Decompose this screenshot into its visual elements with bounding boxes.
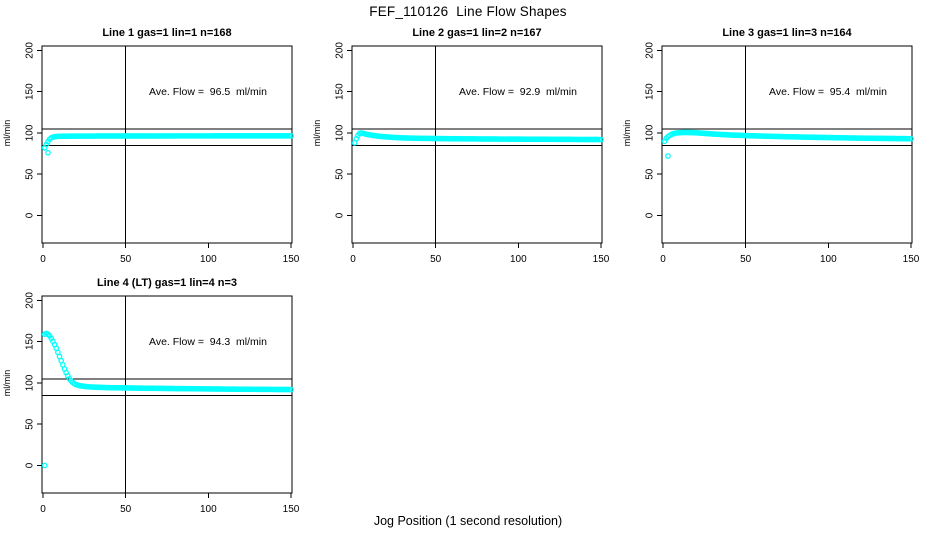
y-axis-title: ml/min xyxy=(312,120,322,147)
y-tick-label: 150 xyxy=(645,83,656,100)
ave-flow-annotation-line-3: Ave. Flow = 95.4 ml/min xyxy=(769,86,887,98)
y-tick-label: 150 xyxy=(335,83,346,100)
y-tick-label: 150 xyxy=(25,333,36,350)
y-axis-title: ml/min xyxy=(2,370,12,397)
x-tick-label: 150 xyxy=(283,254,300,265)
x-tick-label: 50 xyxy=(740,254,752,265)
subplot-title-line-4: Line 4 (LT) gas=1 lin=4 n=3 xyxy=(96,277,238,289)
y-tick-label: 200 xyxy=(25,292,36,309)
x-tick-label: 150 xyxy=(593,254,610,265)
y-tick-label: 100 xyxy=(25,124,36,141)
x-tick-label: 0 xyxy=(40,504,46,515)
y-tick-label: 50 xyxy=(25,168,36,180)
x-tick-label: 0 xyxy=(40,254,46,265)
x-axis-label: Jog Position (1 second resolution) xyxy=(373,514,563,528)
y-tick-label: 200 xyxy=(25,42,36,59)
plot-canvas-line-2: 0 50 100 150 200 0 50 100 150 ml/min xyxy=(312,42,610,265)
subplot-title-line-1: Line 1 gas=1 lin=1 n=168 xyxy=(102,27,232,39)
data-point xyxy=(908,135,914,142)
main-title: FEF_110126 Line Flow Shapes xyxy=(369,4,567,19)
plot-canvas-line-3: 0 50 100 150 200 0 50 100 150 ml/min xyxy=(622,42,920,265)
y-tick-label: 100 xyxy=(335,124,346,141)
x-tick-label: 0 xyxy=(350,254,356,265)
subplot-line-4: 0 50 100 150 200 0 50 100 150 ml/min Line 4 (LT) … xyxy=(0,274,310,524)
x-tick-label: 100 xyxy=(820,254,837,265)
ave-flow-annotation-line-4: Ave. Flow = 94.3 ml/min xyxy=(149,336,267,348)
subplot-title-line-2: Line 2 gas=1 lin=2 n=167 xyxy=(412,27,542,39)
x-tick-label: 100 xyxy=(200,254,217,265)
ave-flow-annotation-line-2: Ave. Flow = 92.9 ml/min xyxy=(459,86,577,98)
x-tick-label: 50 xyxy=(120,254,132,265)
data-point xyxy=(288,386,294,393)
y-tick-label: 0 xyxy=(645,212,656,218)
x-tick-label: 50 xyxy=(430,254,442,265)
y-tick-label: 200 xyxy=(645,42,656,59)
y-tick-label: 0 xyxy=(25,462,36,468)
y-tick-label: 200 xyxy=(335,42,346,59)
x-tick-label: 0 xyxy=(660,254,666,265)
y-tick-label: 50 xyxy=(335,168,346,180)
plot-canvas-line-4: 0 50 100 150 200 0 50 100 150 ml/min xyxy=(2,292,300,515)
outlier-point xyxy=(41,462,48,469)
plot-box xyxy=(41,295,293,494)
data-point xyxy=(288,132,294,139)
y-tick-label: 0 xyxy=(25,212,36,218)
subplot-line-1: 0 50 100 150 200 0 50 100 150 ml/min Line 1 gas=1… xyxy=(0,24,310,274)
y-tick-label: 50 xyxy=(25,418,36,430)
subplot-title-line-3: Line 3 gas=1 lin=3 n=164 xyxy=(722,27,852,39)
y-tick-label: 150 xyxy=(25,83,36,100)
plot-box xyxy=(661,45,913,244)
data-point xyxy=(598,136,604,143)
y-axis-title: ml/min xyxy=(622,120,632,147)
plot-canvas-line-1: 0 50 100 150 200 0 50 100 150 ml/min xyxy=(2,42,300,265)
ave-flow-annotation-line-1: Ave. Flow = 96.5 ml/min xyxy=(149,86,267,98)
y-tick-label: 50 xyxy=(645,168,656,180)
plot-box xyxy=(351,45,603,244)
y-tick-label: 100 xyxy=(645,124,656,141)
outlier-point xyxy=(45,149,51,156)
x-tick-label: 50 xyxy=(120,504,132,515)
subplot-line-2: 0 50 100 150 200 0 50 100 150 ml/min Line 2 gas=1… xyxy=(310,24,620,274)
y-tick-label: 0 xyxy=(335,212,346,218)
y-tick-label: 100 xyxy=(25,374,36,391)
plot-box xyxy=(41,45,293,244)
x-tick-label: 150 xyxy=(283,504,300,515)
x-tick-label: 100 xyxy=(200,504,217,515)
subplot-line-3: 0 50 100 150 200 0 50 100 150 ml/min Line 3 gas=1… xyxy=(620,24,930,274)
outlier-point xyxy=(665,153,671,159)
y-axis-title: ml/min xyxy=(2,120,12,147)
x-tick-label: 150 xyxy=(903,254,920,265)
x-tick-label: 100 xyxy=(510,254,527,265)
